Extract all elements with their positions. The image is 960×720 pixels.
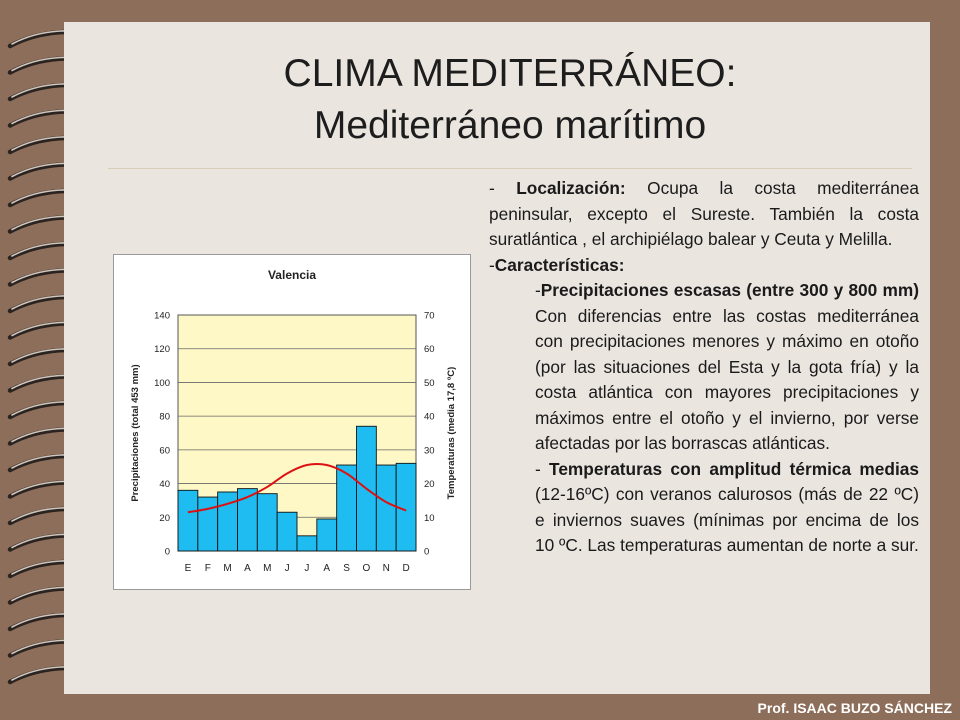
climate-chart: Valencia 0 20 40 60 80 100 120 140 0 10 20 30 40 50 60 7…: [113, 254, 471, 590]
precip-bar: [316, 518, 338, 552]
x-tick-label: J: [304, 563, 309, 574]
text-temperaturas: (12-16ºC) con veranos calurosos (más de …: [535, 484, 919, 555]
y2-tick-label: 20: [424, 479, 435, 490]
y2-tick-label: 70: [424, 311, 435, 322]
x-tick-label: A: [323, 563, 330, 574]
chart-title: Valencia: [268, 268, 316, 282]
x-tick-label: A: [244, 563, 251, 574]
body-text: - Localización: Ocupa la costa mediterrá…: [489, 176, 919, 559]
text-precipitaciones: Con diferencias entre las costas mediter…: [535, 305, 919, 454]
y-tick-label: 120: [154, 344, 170, 355]
text-localizacion: Ocupa la costa mediterránea peninsular, …: [489, 178, 919, 249]
y2-tick-label: 0: [424, 547, 429, 558]
x-tick-label: M: [263, 563, 271, 574]
paragraph-temperaturas: - Temperaturas con amplitud térmica medi…: [489, 457, 919, 559]
temperature-line: [187, 462, 407, 514]
y-tick-label: 100: [154, 378, 170, 389]
slide-subtitle: Mediterráneo marítimo: [313, 104, 707, 147]
x-tick-label: O: [363, 563, 371, 574]
x-tick-label: F: [205, 563, 211, 574]
title-divider: [108, 168, 912, 169]
x-tick-label: N: [383, 563, 390, 574]
y2-tick-label: 10: [424, 513, 435, 524]
y-tick-label: 0: [165, 547, 170, 558]
bullet-dash: -: [535, 280, 541, 300]
bullet-dash: -: [489, 178, 517, 198]
y-axis-label: Precipitaciones (total 453 mm): [130, 364, 141, 501]
y2-tick-label: 60: [424, 344, 435, 355]
precip-bar: [296, 535, 318, 552]
label-precipitaciones: Precipitaciones escasas (entre 300 y 800…: [540, 280, 919, 300]
x-tick-label: D: [402, 563, 409, 574]
y-tick-label: 60: [159, 445, 170, 456]
author-footer: Prof. ISAAC BUZO SÁNCHEZ: [757, 700, 952, 716]
precip-bar: [256, 493, 278, 552]
label-localizacion: Localización:: [516, 178, 626, 198]
y2-tick-label: 50: [424, 378, 435, 389]
bullet-dash: -: [535, 458, 550, 479]
precip-bar: [197, 496, 219, 552]
y-tick-label: 140: [154, 311, 170, 322]
y-tick-label: 20: [159, 513, 170, 524]
y-tick-label: 40: [159, 479, 170, 490]
paragraph-caracteristicas: -Características:: [489, 253, 919, 279]
precip-bar: [276, 511, 298, 552]
paragraph-precipitaciones: -Precipitaciones escasas (entre 300 y 80…: [489, 278, 919, 457]
x-tick-label: E: [185, 563, 192, 574]
label-caracteristicas: Características:: [494, 254, 625, 275]
bullet-dash: -: [489, 254, 495, 275]
climograph-svg: Valencia 0 20 40 60 80 100 120 140 0 10 20 30 40 50 60 7…: [130, 268, 457, 574]
y2-axis-label: Temperaturas (media 17,8 ºC): [446, 367, 457, 500]
y-tick-label: 80: [159, 412, 170, 423]
x-tick-label: M: [223, 563, 231, 574]
paragraph-localizacion: - Localización: Ocupa la costa mediterrá…: [489, 176, 919, 253]
precip-bar: [177, 489, 199, 552]
x-tick-label: J: [285, 563, 290, 574]
x-tick-label: S: [343, 563, 350, 574]
y2-tick-label: 40: [424, 412, 435, 423]
slide-title: CLIMA MEDITERRÁNEO:: [283, 52, 737, 95]
y2-tick-label: 30: [424, 445, 435, 456]
label-temperaturas: Temperaturas con amplitud térmica medias: [549, 458, 919, 479]
precip-bar: [375, 464, 397, 552]
